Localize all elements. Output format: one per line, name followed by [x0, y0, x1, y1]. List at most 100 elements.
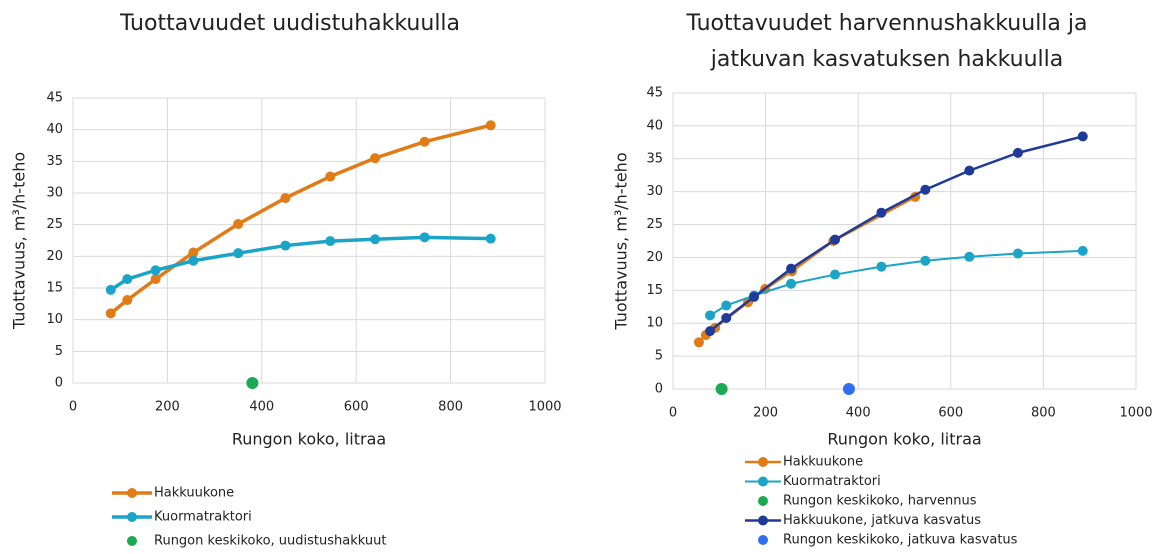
data-point: [749, 291, 760, 302]
x-tick-label: 800: [1031, 406, 1056, 421]
data-point: [920, 255, 931, 266]
y-tick-label: 15: [46, 281, 63, 296]
x-axis-label: Rungon koko, litraa: [232, 430, 386, 449]
data-point: [1077, 131, 1088, 142]
x-tick-label: 0: [69, 400, 77, 415]
x-tick-label: 400: [249, 400, 274, 415]
data-point: [705, 326, 716, 337]
data-point: [419, 232, 430, 243]
chart-title: Tuottavuudet harvennushakkuulla ja: [686, 11, 1088, 36]
data-point: [693, 337, 704, 348]
x-tick-label: 1000: [1119, 406, 1152, 421]
legend-label: Hakkuukone: [783, 455, 863, 470]
data-point: [370, 234, 381, 245]
data-point: [786, 263, 797, 274]
data-point: [715, 383, 728, 395]
y-tick-label: 20: [646, 250, 663, 265]
x-tick-label: 600: [938, 406, 963, 421]
x-tick-label: 200: [753, 406, 778, 421]
legend-label: Hakkuukone: [154, 486, 234, 501]
data-point: [419, 136, 430, 147]
legend-marker: [127, 536, 137, 546]
y-tick-label: 15: [646, 283, 663, 298]
y-tick-label: 20: [46, 249, 63, 264]
data-point: [188, 247, 199, 258]
legend-marker: [758, 476, 768, 487]
data-point: [920, 184, 931, 195]
series-line: [109, 123, 492, 315]
data-point: [150, 265, 161, 276]
legend-label: Kuormatraktori: [154, 510, 252, 525]
data-point: [188, 255, 199, 266]
series-line: [709, 135, 1084, 333]
data-point: [876, 261, 887, 272]
y-tick-label: 10: [46, 312, 63, 327]
data-point: [705, 310, 716, 321]
series-line: [109, 235, 491, 292]
legend-marker: [758, 496, 768, 506]
data-point: [280, 240, 291, 251]
chart-title: Tuottavuudet uudistuhakkuulla: [119, 11, 460, 36]
data-point: [370, 153, 381, 164]
data-point: [830, 269, 841, 280]
legend-label: Rungon keskikoko, harvennus: [783, 494, 977, 509]
y-tick-label: 40: [46, 122, 63, 137]
y-tick-label: 10: [646, 316, 663, 331]
x-tick-label: 1000: [528, 400, 561, 415]
x-tick-label: 200: [155, 400, 180, 415]
y-tick-label: 40: [646, 118, 663, 133]
y-tick-label: 35: [646, 151, 663, 166]
y-tick-label: 5: [655, 349, 663, 364]
data-point: [1077, 245, 1088, 256]
y-tick-label: 35: [46, 154, 63, 169]
data-point: [1012, 147, 1023, 158]
legend-label: Hakkuukone, jatkuva kasvatus: [783, 513, 981, 528]
data-point: [150, 274, 161, 285]
legend-label: Rungon keskikoko, jatkuva kasvatus: [783, 533, 1018, 548]
chart-title: jatkuvan kasvatuksen hakkuulla: [710, 47, 1064, 72]
data-point: [964, 165, 975, 176]
data-point: [485, 233, 496, 244]
legend-label: Kuormatraktori: [783, 474, 881, 489]
y-axis-label: Tuottavuus, m³/h-teho: [612, 152, 631, 330]
y-tick-label: 25: [46, 217, 63, 232]
data-point: [105, 284, 116, 295]
data-point: [485, 120, 496, 131]
data-point: [122, 274, 133, 285]
y-tick-label: 0: [55, 376, 63, 391]
legend-marker: [127, 512, 137, 522]
y-tick-label: 30: [46, 186, 63, 201]
data-point: [122, 295, 133, 306]
series-line: [709, 249, 1083, 317]
x-tick-label: 600: [344, 400, 369, 415]
legend-marker: [758, 457, 768, 467]
data-point: [876, 207, 887, 218]
legend-marker: [758, 515, 768, 526]
y-tick-label: 5: [55, 344, 63, 359]
x-tick-label: 800: [438, 400, 463, 415]
data-point: [280, 193, 291, 204]
data-point: [842, 383, 855, 395]
x-axis-label: Rungon koko, litraa: [827, 430, 981, 449]
plot-area: [72, 97, 546, 384]
data-point: [233, 248, 244, 259]
data-point: [325, 236, 336, 247]
data-point: [246, 377, 259, 389]
data-point: [721, 300, 732, 311]
y-tick-label: 30: [646, 184, 663, 199]
y-tick-label: 45: [646, 86, 663, 101]
x-tick-label: 0: [669, 406, 677, 421]
y-tick-label: 0: [655, 382, 663, 397]
data-point: [1012, 248, 1023, 259]
y-tick-label: 45: [46, 91, 63, 106]
data-point: [105, 308, 116, 319]
data-point: [786, 278, 797, 289]
data-point: [964, 251, 975, 262]
data-point: [325, 171, 336, 182]
y-axis-label: Tuottavuus, m³/h-teho: [10, 152, 29, 330]
plot-area: [672, 92, 1137, 390]
legend-marker: [127, 488, 137, 498]
legend-marker: [758, 535, 768, 545]
legend-label: Rungon keskikoko, uudistushakkuut: [154, 534, 386, 549]
